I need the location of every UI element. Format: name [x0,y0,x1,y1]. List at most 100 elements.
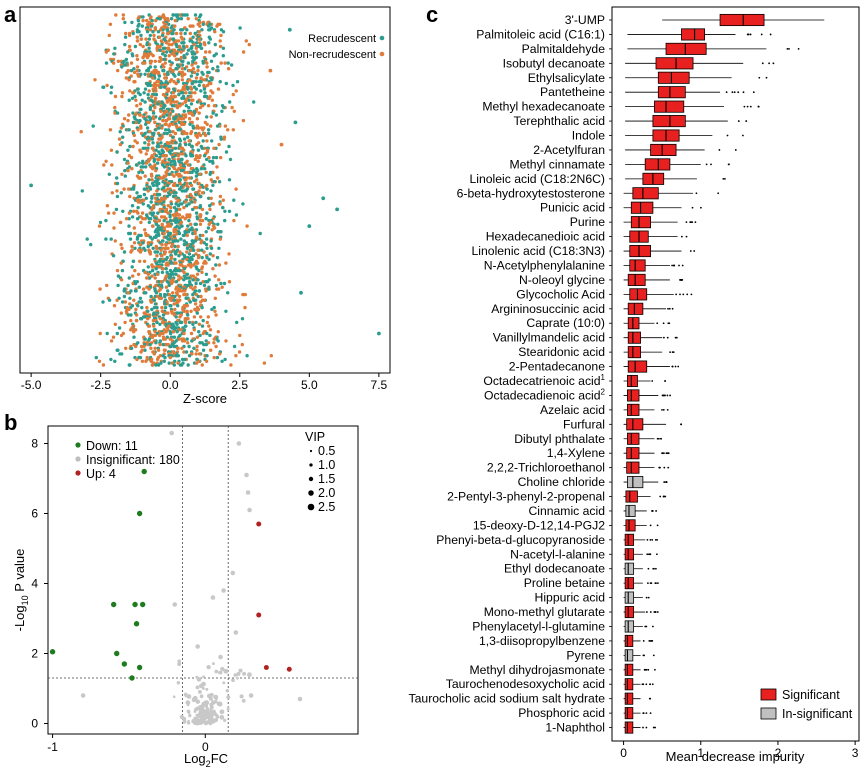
nonrecrudescent-point [214,344,218,349]
recrudescent-point [200,305,204,310]
box-outlier [652,726,655,729]
category-label: 2-Acetylfuran [533,143,605,157]
nonrecrudescent-point [167,39,171,43]
recrudescent-point [198,333,202,338]
recrudescent-point [191,207,195,212]
category-label: Caprate (10:0) [526,316,605,330]
recrudescent-point [162,131,166,136]
nonrecrudescent-point [79,130,83,134]
recrudescent-point [211,161,215,165]
nonrecrudescent-point [153,196,158,200]
nonrecrudescent-point [185,304,189,308]
box-outlier [786,47,789,50]
recrudescent-point [158,48,162,52]
nonrecrudescent-point [179,31,183,36]
recrudescent-point [202,342,206,347]
panel-b-xlabel-tail: FC [211,751,228,766]
insignificant-point [196,677,202,682]
category-label: Cinnamic acid [528,504,605,518]
nonrecrudescent-point [126,118,130,123]
nonrecrudescent-point [171,91,176,95]
nonrecrudescent-point [119,278,124,282]
nonrecrudescent-point [144,233,148,238]
recrudescent-point [194,211,199,215]
recrudescent-point [175,183,180,188]
recrudescent-point [135,237,140,241]
box-iqr [624,606,635,619]
box-outlier [666,394,669,397]
nonrecrudescent-point [152,33,156,38]
box-iqr [625,519,636,532]
nonrecrudescent-point [164,285,169,289]
nonrecrudescent-point [154,89,158,93]
nonrecrudescent-point [185,257,189,262]
recrudescent-point [145,42,149,47]
nonrecrudescent-point [199,294,203,299]
box-iqr [629,245,651,258]
recrudescent-point [154,267,158,271]
nonrecrudescent-point [126,161,130,165]
nonrecrudescent-point [185,250,189,254]
box-iqr [627,360,648,373]
category-label: Stearidonic acid [518,345,605,359]
nonrecrudescent-point [197,111,201,115]
recrudescent-point [176,354,180,358]
insignificant-point [219,709,225,715]
nonrecrudescent-point [109,339,114,343]
nonrecrudescent-point [212,355,216,360]
recrudescent-point [131,187,136,191]
recrudescent-point [155,305,159,310]
box-outlier [725,91,728,94]
nonrecrudescent-point [138,250,143,254]
recrudescent-point [162,359,166,363]
recrudescent-point [194,87,199,91]
recrudescent-point [176,304,180,308]
nonrecrudescent-point [139,37,144,41]
box-outlier [646,538,649,541]
recrudescent-point [147,217,151,221]
recrudescent-point [168,130,172,134]
outlier-point [287,27,292,32]
recrudescent-point [186,224,190,228]
insignificant-point [183,692,188,697]
recrudescent-point [136,304,140,308]
nonrecrudescent-point [180,339,185,343]
recrudescent-point [133,94,137,99]
insignificant-point [222,681,226,685]
nonrecrudescent-point [144,37,148,41]
recrudescent-point [194,320,198,325]
recrudescent-point [172,298,176,302]
nonrecrudescent-point [147,89,151,93]
insignificant-point [218,670,223,675]
recrudescent-point [141,165,145,169]
nonrecrudescent-point [156,348,161,352]
panel-c-boxes [623,13,825,734]
recrudescent-point [149,24,154,28]
nonrecrudescent-point [107,33,112,38]
recrudescent-point [204,272,209,276]
nonrecrudescent-point [129,155,134,160]
nonrecrudescent-point [205,139,209,143]
insignificant-point [206,707,210,711]
nonrecrudescent-point [159,109,163,114]
nonrecrudescent-point [144,152,148,156]
recrudescent-point [203,167,207,171]
nonrecrudescent-point [197,322,202,326]
nonrecrudescent-point [119,333,124,338]
nonrecrudescent-point [120,91,125,95]
nonrecrudescent-point [176,39,181,43]
nonrecrudescent-point [133,268,137,273]
box-outlier [671,351,674,354]
nonrecrudescent-point [153,330,157,334]
category-label: Hexadecanedioic acid [486,230,605,244]
box-outlier [733,91,736,94]
box-outlier [689,221,692,224]
recrudescent-point [209,59,214,63]
box-outlier [772,62,775,65]
recrudescent-point [142,291,147,295]
nonrecrudescent-point [112,304,117,308]
recrudescent-point [160,33,165,38]
nonrecrudescent-point [219,61,223,65]
recrudescent-point [151,30,155,34]
